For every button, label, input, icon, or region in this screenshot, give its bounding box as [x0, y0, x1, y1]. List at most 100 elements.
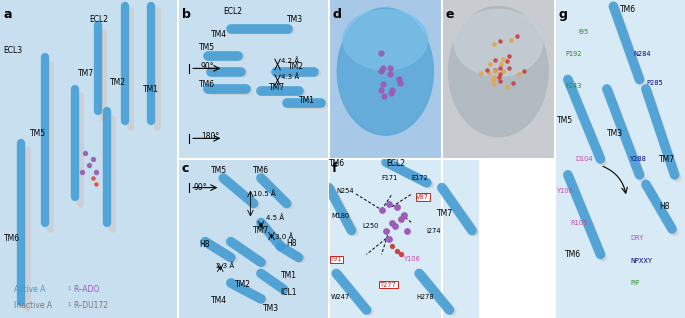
Point [385, 72, 396, 77]
Point [490, 58, 501, 63]
Text: b: b [182, 8, 190, 21]
Point [391, 204, 402, 209]
Text: P192: P192 [565, 51, 582, 57]
Point [401, 228, 412, 233]
Text: H8: H8 [199, 240, 210, 249]
Point [381, 228, 392, 233]
Point [90, 169, 101, 174]
Text: L250: L250 [362, 223, 378, 229]
Text: N254: N254 [336, 188, 354, 194]
Text: 4.2 Å: 4.2 Å [281, 57, 299, 64]
Text: TM6: TM6 [620, 5, 636, 14]
Text: 4.5 Å: 4.5 Å [266, 214, 284, 221]
Point [375, 68, 386, 73]
Point [519, 68, 530, 73]
Point [489, 41, 500, 46]
Point [503, 53, 514, 58]
Text: d: d [332, 8, 341, 21]
Text: TM3: TM3 [262, 304, 279, 313]
Text: 1: 1 [68, 286, 71, 291]
Point [476, 71, 487, 76]
Text: E172: E172 [412, 175, 428, 181]
Text: TM6: TM6 [199, 80, 215, 89]
Text: T277: T277 [380, 282, 397, 287]
Point [396, 217, 407, 222]
Text: 1: 1 [68, 302, 71, 307]
Text: Y106: Y106 [558, 188, 574, 194]
Text: TM4: TM4 [211, 296, 227, 305]
Point [495, 65, 506, 70]
Point [375, 50, 386, 55]
Point [489, 68, 500, 73]
Point [506, 37, 516, 42]
Text: TM1: TM1 [299, 96, 314, 105]
Text: TM3: TM3 [607, 129, 623, 138]
Point [503, 66, 514, 71]
Text: TM5: TM5 [211, 166, 227, 175]
Point [87, 156, 98, 162]
Text: ICL1: ICL1 [281, 288, 297, 297]
Point [495, 38, 506, 43]
Point [488, 78, 499, 83]
Text: ECL2: ECL2 [89, 15, 108, 24]
Text: g: g [558, 8, 567, 21]
Text: 90°: 90° [201, 62, 214, 71]
Text: ECL3: ECL3 [3, 46, 23, 55]
Point [384, 236, 395, 241]
Text: ECL2: ECL2 [223, 7, 242, 16]
Text: Inactive A: Inactive A [14, 301, 52, 310]
Text: Active A: Active A [14, 285, 46, 294]
Text: P285: P285 [646, 80, 662, 86]
Point [488, 82, 499, 87]
Point [90, 182, 101, 187]
Text: 10.5 Å: 10.5 Å [253, 190, 276, 197]
Point [390, 223, 401, 228]
Ellipse shape [337, 8, 434, 135]
Text: TM7: TM7 [437, 209, 453, 218]
Text: DRY: DRY [630, 236, 644, 241]
Point [87, 176, 98, 181]
Text: I274: I274 [427, 228, 441, 233]
FancyBboxPatch shape [329, 159, 480, 318]
Text: H8: H8 [286, 239, 297, 248]
Text: NPXXY: NPXXY [630, 258, 652, 264]
Point [379, 93, 390, 99]
Point [488, 75, 499, 80]
Text: TM5: TM5 [30, 129, 47, 138]
Text: TM2: TM2 [236, 280, 251, 289]
Text: 3.0 Å: 3.0 Å [275, 233, 293, 240]
Point [84, 163, 95, 168]
Point [80, 150, 91, 155]
Text: TM7: TM7 [253, 226, 270, 235]
Text: 4.3 Å: 4.3 Å [281, 73, 299, 80]
Text: ECL2: ECL2 [386, 159, 405, 168]
Text: TM1: TM1 [142, 85, 158, 93]
Point [512, 34, 523, 39]
Ellipse shape [343, 10, 427, 70]
Point [489, 68, 500, 73]
Point [494, 72, 505, 77]
Text: f: f [332, 162, 338, 175]
Text: TM7: TM7 [659, 155, 675, 163]
Text: R105: R105 [571, 220, 588, 225]
Text: TM1: TM1 [281, 271, 297, 280]
Text: a: a [3, 8, 12, 21]
Text: PIF: PIF [630, 280, 640, 286]
Point [377, 82, 388, 87]
FancyBboxPatch shape [178, 159, 329, 318]
FancyBboxPatch shape [0, 0, 178, 318]
Text: 90°: 90° [193, 183, 207, 192]
Text: TM6: TM6 [565, 250, 582, 259]
Point [495, 79, 506, 84]
Point [384, 201, 395, 206]
Point [495, 62, 506, 67]
Point [493, 75, 504, 80]
Point [384, 66, 395, 71]
Point [394, 80, 405, 86]
Text: Y106: Y106 [404, 256, 421, 262]
Point [386, 220, 397, 225]
Text: V87: V87 [416, 194, 429, 200]
Text: TM4: TM4 [211, 31, 227, 39]
Text: TM7: TM7 [78, 69, 95, 78]
Point [376, 207, 387, 212]
